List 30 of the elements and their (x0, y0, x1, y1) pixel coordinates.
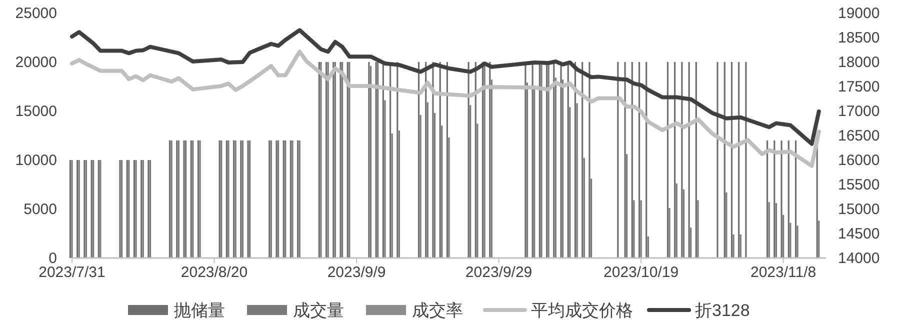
y2-tick-label: 14500 (838, 226, 880, 242)
legend-label: 抛储量 (174, 301, 225, 320)
y2-tick-label: 19000 (838, 5, 880, 22)
y2-tick-label: 18000 (838, 54, 880, 71)
legend-label: 成交量 (293, 301, 344, 320)
y2-tick-label: 16500 (838, 128, 880, 144)
legend-label: 平均成交价格 (531, 301, 633, 320)
y2-tick-label: 14000 (838, 250, 880, 267)
x-tick-label: 2023/11/8 (750, 264, 816, 281)
x-tick-label: 2023/8/20 (180, 264, 248, 281)
y-tick-label: 10000 (15, 152, 57, 169)
x-tick-label: 2023/9/9 (327, 264, 386, 281)
y-tick-label: 20000 (15, 54, 57, 71)
x-tick-label: 2023/9/29 (465, 264, 532, 281)
legend-label: 成交率 (412, 301, 463, 320)
y2-tick-label: 18500 (838, 30, 880, 46)
x-tick-label: 2023/10/19 (604, 264, 679, 281)
y-tick-label: 5000 (24, 201, 57, 218)
y2-tick-label: 15500 (838, 176, 880, 194)
y-tick-label: 15000 (15, 103, 57, 120)
line-series (70, 28, 821, 146)
y-tick-label: 25000 (15, 5, 57, 22)
legend-label: 折3128 (695, 301, 750, 320)
y2-tick-label: 17000 (838, 103, 880, 120)
x-tick-label: 2023/7/31 (38, 264, 106, 281)
y-tick-label: 0 (48, 250, 57, 267)
y2-tick-label: 16000 (838, 152, 880, 169)
y2-tick-label: 15000 (838, 201, 880, 218)
y2-tick-label: 17500 (838, 78, 880, 96)
line-series (70, 50, 821, 168)
